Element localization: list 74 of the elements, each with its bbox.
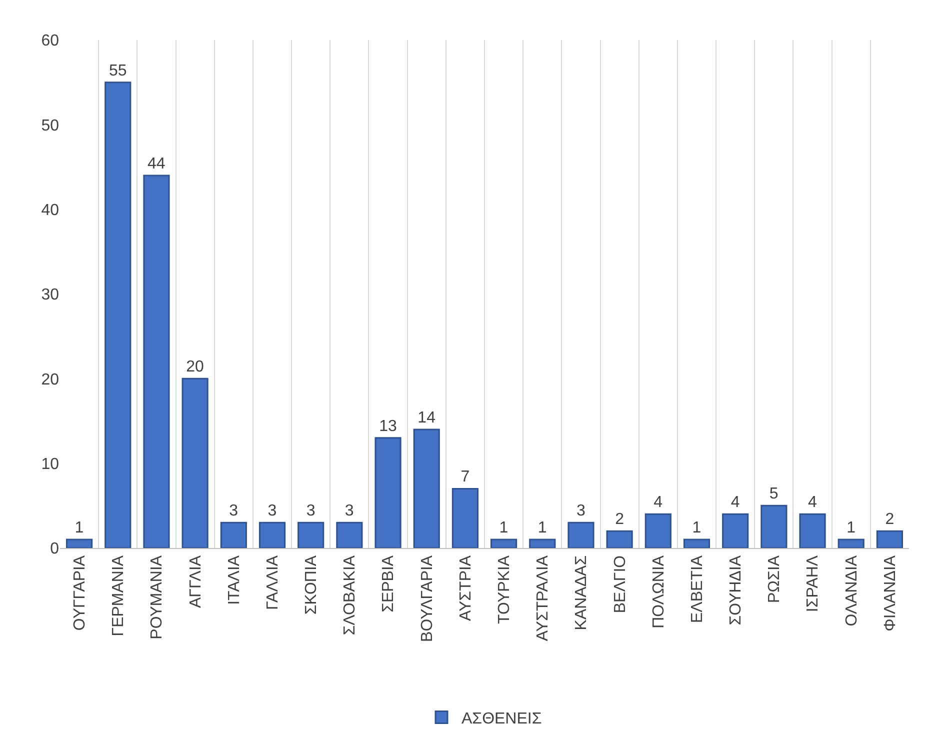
bar [644,513,672,548]
bar [799,513,826,548]
x-tick-label: ΦΙΛΑΝΔΙΑ [882,555,899,632]
data-label: 1 [74,520,84,537]
y-tick-label: 30 [41,286,60,304]
bar [66,538,93,548]
x-tick-label: ΓΕΡΜΑΝΙΑ [110,555,128,636]
data-label: 3 [268,502,277,520]
bar [606,530,633,548]
bar [104,82,132,548]
x-tick-label: ΟΥΓΓΑΡΙΑ [72,555,88,631]
x-tick-label: ΣΚΟΠΙΑ [303,555,320,615]
x-tick-label: ΣΕΡΒΙΑ [380,555,398,612]
x-tick-label: ΕΛΒΕΤΙΑ [688,555,706,623]
data-label: 7 [460,468,470,486]
x-tick-label: ΡΟΥΜΑΝΙΑ [148,555,166,640]
data-label: 20 [186,358,204,376]
data-label: 3 [306,502,316,520]
data-label: 4 [808,494,818,512]
y-tick-label: 20 [41,371,60,388]
data-label: 13 [379,418,397,435]
data-label: 3 [229,502,238,520]
y-tick-label: 40 [41,202,60,219]
bar [452,488,478,548]
x-tick-label: ΑΓΓΛΙΑ [187,555,204,608]
y-tick-label: 50 [41,117,60,134]
data-label: 1 [499,520,508,537]
x-tick-label: ΠΟΛΩΝΙΑ [650,555,668,628]
data-label: 5 [769,486,778,503]
x-tick-label: ΑΥΣΤΡΙΑ [457,555,474,622]
data-label: 1 [846,520,856,537]
x-tick-label: ΤΟΥΡΚΙΑ [496,555,513,624]
bar [413,428,440,548]
y-tick-label: 0 [50,540,60,558]
bar [760,504,788,548]
x-tick-label: ΙΣΡΑΗΛ [804,555,822,612]
y-tick-label: 60 [41,32,60,50]
bar [683,538,710,548]
x-tick-label: ΚΑΝΑΔΑΣ [573,555,590,630]
y-tick-label: 10 [41,456,60,473]
bar [143,174,170,548]
bar [490,538,518,548]
data-label: 2 [615,511,624,528]
data-label: 44 [148,155,166,172]
bar [258,522,286,548]
x-tick-label: ΒΟΥΛΓΑΡΙΑ [418,555,436,642]
x-tick-label: ΣΛΟΒΑΚΙΑ [342,555,359,636]
bar [876,530,903,548]
data-label: 55 [108,62,127,80]
data-label: 4 [730,494,740,512]
bar [220,522,247,548]
data-label: 14 [418,409,436,426]
bar [838,538,864,548]
x-tick-label: ΟΛΑΝΔΙΑ [843,555,860,626]
bar [529,538,556,548]
bar [298,522,324,548]
bar [336,522,363,548]
data-label: 4 [654,494,663,512]
x-tick-label: ΡΩΣΙΑ [766,555,784,604]
x-tick-label: ΣΟΥΗΔΙΑ [728,555,745,626]
data-label: 1 [538,520,547,537]
data-label: 2 [885,511,894,528]
x-tick-label: ΒΕΛΓΙΟ [612,555,629,614]
data-label: 1 [692,520,702,537]
bar [182,378,208,548]
x-tick-label: ΑΥΣΤΡΑΛΙΑ [534,555,552,642]
x-tick-label: ΓΑΛΛΙΑ [264,555,282,610]
data-label: 3 [576,502,586,520]
bar [374,437,402,548]
bar [722,513,749,548]
data-label: 3 [344,502,354,520]
bar [568,522,594,548]
legend-label: ΑΣΘΕΝΕΙΣ [462,710,542,728]
x-tick-label: ΙΤΑΛΙΑ [226,555,243,605]
